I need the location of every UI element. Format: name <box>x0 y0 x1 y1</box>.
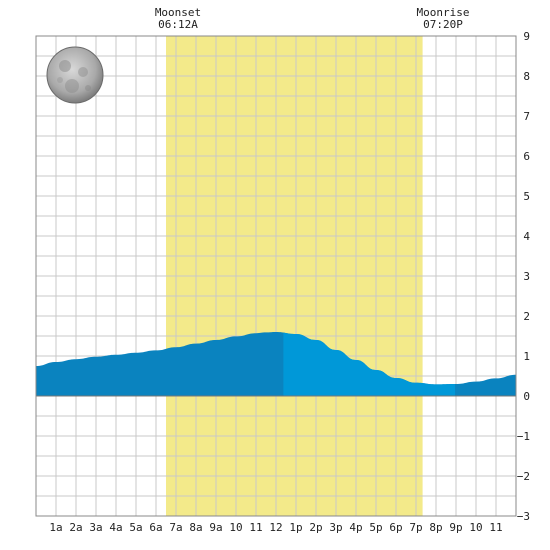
grid-lines <box>36 35 516 517</box>
y-axis: 9 8 7 6 5 4 3 2 1 0 −1 −2 −3 <box>517 30 531 523</box>
x-axis: 1a 2a 3a 4a 5a 6a 7a 8a 9a 10 11 12 1p 2p 3p 4p 5p 6p 7p 8p… <box>49 521 502 534</box>
x-tick-label: 9a <box>209 521 222 534</box>
x-tick-label: 7p <box>409 521 422 534</box>
y-tick-label: 2 <box>523 310 530 323</box>
x-tick-label: 11 <box>489 521 502 534</box>
y-tick-label: 5 <box>523 190 530 203</box>
y-tick-label: 3 <box>523 270 530 283</box>
y-tick-label: 4 <box>523 230 530 243</box>
x-tick-label: 12 <box>269 521 282 534</box>
moonset-label: Moonset <box>155 6 201 19</box>
x-tick-label: 2a <box>69 521 82 534</box>
x-tick-label: 11 <box>249 521 262 534</box>
y-tick-label: −3 <box>517 510 530 523</box>
y-tick-label: 8 <box>523 70 530 83</box>
x-tick-label: 3p <box>329 521 342 534</box>
x-tick-label: 4p <box>349 521 362 534</box>
y-tick-label: −2 <box>517 470 530 483</box>
y-tick-label: 7 <box>523 110 530 123</box>
full-moon-icon <box>46 46 104 104</box>
y-tick-label: 0 <box>523 390 530 403</box>
y-tick-label: −1 <box>517 430 530 443</box>
x-tick-label: 5p <box>369 521 382 534</box>
x-tick-label: 8a <box>189 521 202 534</box>
x-tick-label: 4a <box>109 521 122 534</box>
tide-area-inner <box>283 332 455 396</box>
plot-border <box>35 35 517 517</box>
y-tick-label: 9 <box>523 30 530 43</box>
moonrise-time: 07:20P <box>423 18 463 31</box>
x-tick-label: 7a <box>169 521 182 534</box>
x-tick-label: 8p <box>429 521 442 534</box>
x-tick-label: 1a <box>49 521 62 534</box>
moonset-time: 06:12A <box>158 18 198 31</box>
x-tick-label: 10 <box>229 521 242 534</box>
x-tick-label: 6a <box>149 521 162 534</box>
x-tick-label: 9p <box>449 521 462 534</box>
x-tick-label: 6p <box>389 521 402 534</box>
x-tick-label: 3a <box>89 521 102 534</box>
x-tick-label: 10 <box>469 521 482 534</box>
x-tick-label: 2p <box>309 521 322 534</box>
moonrise-label: Moonrise <box>417 6 470 19</box>
y-tick-label: 6 <box>523 150 530 163</box>
x-tick-label: 5a <box>129 521 142 534</box>
y-tick-label: 1 <box>523 350 530 363</box>
x-tick-label: 1p <box>289 521 302 534</box>
